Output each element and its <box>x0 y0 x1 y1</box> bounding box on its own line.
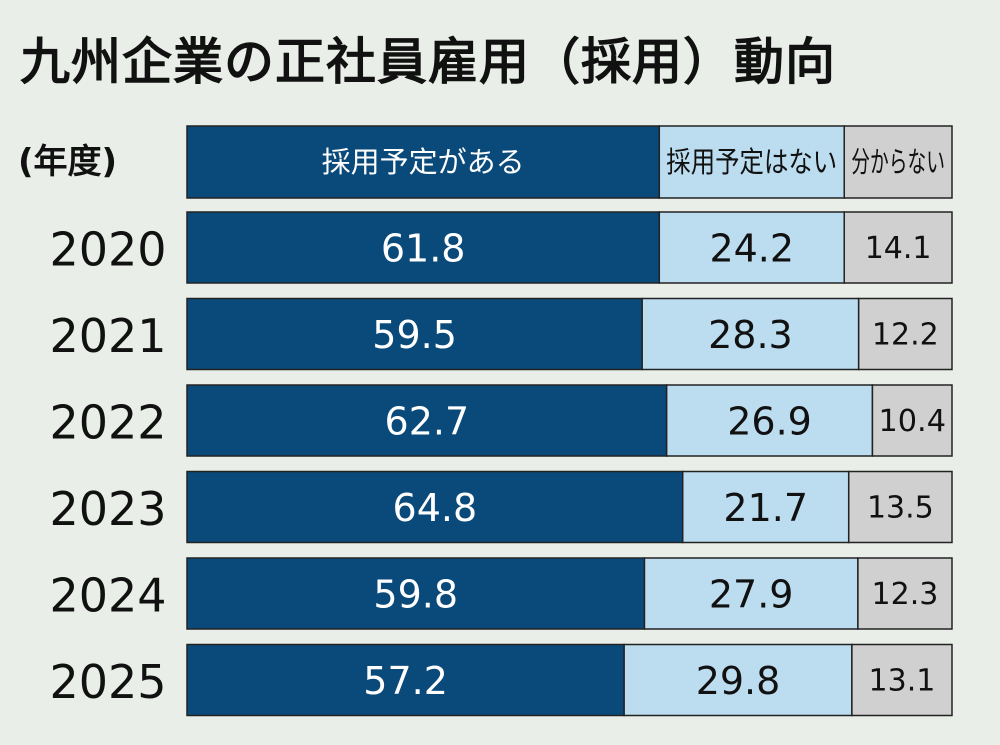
bar-segment <box>186 297 643 371</box>
bar-segment <box>186 557 646 630</box>
data-label: 28.3 <box>708 313 793 357</box>
data-label: 26.9 <box>727 400 812 444</box>
legend-swatch <box>658 125 845 199</box>
legend-label: 採用予定がある <box>322 145 525 179</box>
data-label: 13.1 <box>869 664 936 699</box>
year-label: 2023 <box>49 482 166 536</box>
bar-segment <box>186 470 684 544</box>
bar-segment <box>186 211 661 284</box>
legend-swatch <box>843 125 953 199</box>
data-label: 24.2 <box>709 227 794 271</box>
bar-segment <box>186 643 625 717</box>
data-label: 27.9 <box>709 573 794 617</box>
bar-segment <box>186 384 668 457</box>
data-label: 14.1 <box>865 231 932 266</box>
bar-segment <box>851 643 953 717</box>
bar-segment <box>857 557 953 630</box>
chart-title: 九州企業の正社員雇用（採用）動向 <box>20 33 836 91</box>
legend-label: 採用予定はない <box>666 145 837 179</box>
legend-swatch <box>186 125 661 199</box>
bar-segment <box>843 211 953 284</box>
year-label: 2020 <box>49 223 166 277</box>
year-label: 2022 <box>49 396 166 450</box>
bar-segment <box>871 384 953 457</box>
bar-segment <box>643 557 859 630</box>
bar-segment <box>857 297 953 371</box>
data-label: 13.5 <box>867 491 934 526</box>
year-label: 2025 <box>49 655 166 709</box>
year-label: 2024 <box>49 569 166 623</box>
data-label: 62.7 <box>385 400 470 444</box>
bar-segment <box>623 643 853 717</box>
bar-segment <box>665 384 874 457</box>
legend-label: 分からない <box>851 145 945 179</box>
data-label: 12.3 <box>872 577 939 612</box>
data-label: 12.2 <box>872 318 939 353</box>
year-label: 2021 <box>49 309 166 363</box>
data-label: 59.8 <box>373 573 458 617</box>
data-label: 10.4 <box>878 404 946 439</box>
bar-segment <box>681 470 850 544</box>
bar-segment <box>847 470 953 544</box>
data-label: 59.5 <box>372 313 457 357</box>
data-label: 57.2 <box>363 659 448 703</box>
data-label: 29.8 <box>696 659 781 703</box>
data-label: 61.8 <box>381 227 466 271</box>
data-label: 21.7 <box>723 486 808 530</box>
bar-segment <box>641 297 860 371</box>
bar-segment <box>658 211 845 284</box>
category-header: (年度) <box>18 142 117 182</box>
data-label: 64.8 <box>393 486 478 530</box>
